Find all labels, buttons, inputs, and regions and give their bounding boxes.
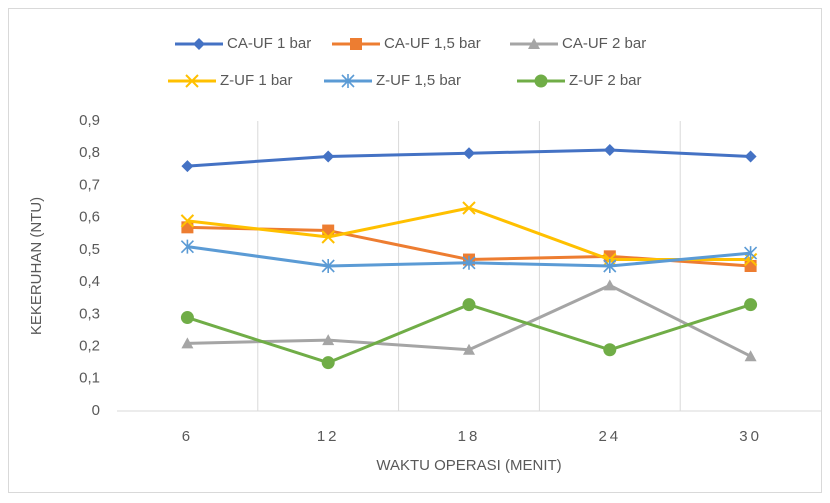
- data-point: [744, 260, 757, 272]
- data-point: [603, 250, 616, 263]
- legend-marker: [350, 38, 362, 50]
- data-point: [180, 239, 194, 254]
- data-point: [462, 255, 476, 270]
- y-tick-label: 0,6: [79, 209, 100, 226]
- data-point: [744, 150, 757, 163]
- x-tick-label: 6: [182, 428, 193, 445]
- data-point: [603, 259, 617, 273]
- data-point: [321, 230, 335, 244]
- data-point: [463, 147, 475, 160]
- y-axis-label: KEKERUHAN (NTU): [28, 197, 45, 335]
- data-point: [744, 246, 758, 261]
- data-point: [462, 201, 476, 215]
- data-point: [322, 334, 335, 346]
- x-tick-label: 12: [317, 428, 340, 445]
- legend-label: CA-UF 1 bar: [227, 35, 311, 52]
- legend-marker: [185, 74, 199, 88]
- data-point: [322, 150, 335, 163]
- x-tick-label: 24: [598, 428, 621, 445]
- data-point: [603, 343, 617, 357]
- data-point: [180, 311, 194, 325]
- y-tick-label: 0,2: [79, 338, 100, 355]
- chart-border: [8, 8, 822, 493]
- legend-marker: [341, 74, 355, 88]
- legend-marker: [193, 38, 205, 50]
- data-point: [744, 298, 758, 312]
- x-tick-label: 18: [458, 428, 481, 445]
- y-tick-label: 0,7: [79, 176, 100, 193]
- legend-marker: [528, 38, 540, 49]
- data-point: [603, 144, 616, 156]
- data-point: [462, 298, 476, 312]
- data-point: [463, 343, 475, 355]
- data-point: [321, 259, 335, 273]
- legend-marker: [534, 74, 548, 88]
- y-tick-label: 0,4: [79, 273, 100, 290]
- y-tick-label: 0,8: [79, 144, 100, 161]
- x-axis-label: WAKTU OPERASI (MENIT): [376, 457, 561, 474]
- legend-label: CA-UF 1,5 bar: [384, 35, 481, 52]
- data-point: [321, 356, 335, 370]
- y-tick-label: 0,9: [79, 112, 100, 129]
- data-point: [180, 214, 195, 228]
- data-point: [181, 337, 194, 349]
- legend-label: Z-UF 1 bar: [220, 72, 293, 89]
- y-tick-label: 0,5: [79, 241, 100, 258]
- y-tick-label: 0,3: [79, 305, 100, 322]
- data-point: [603, 279, 616, 291]
- data-point: [181, 160, 194, 173]
- legend-label: Z-UF 2 bar: [569, 72, 642, 89]
- legend-label: Z-UF 1,5 bar: [376, 72, 461, 89]
- data-point: [181, 221, 194, 234]
- y-tick-label: 0,1: [79, 370, 100, 387]
- legend-label: CA-UF 2 bar: [562, 35, 646, 52]
- data-point: [744, 350, 757, 362]
- y-tick-label: 0: [92, 402, 100, 419]
- x-tick-label: 30: [739, 428, 762, 445]
